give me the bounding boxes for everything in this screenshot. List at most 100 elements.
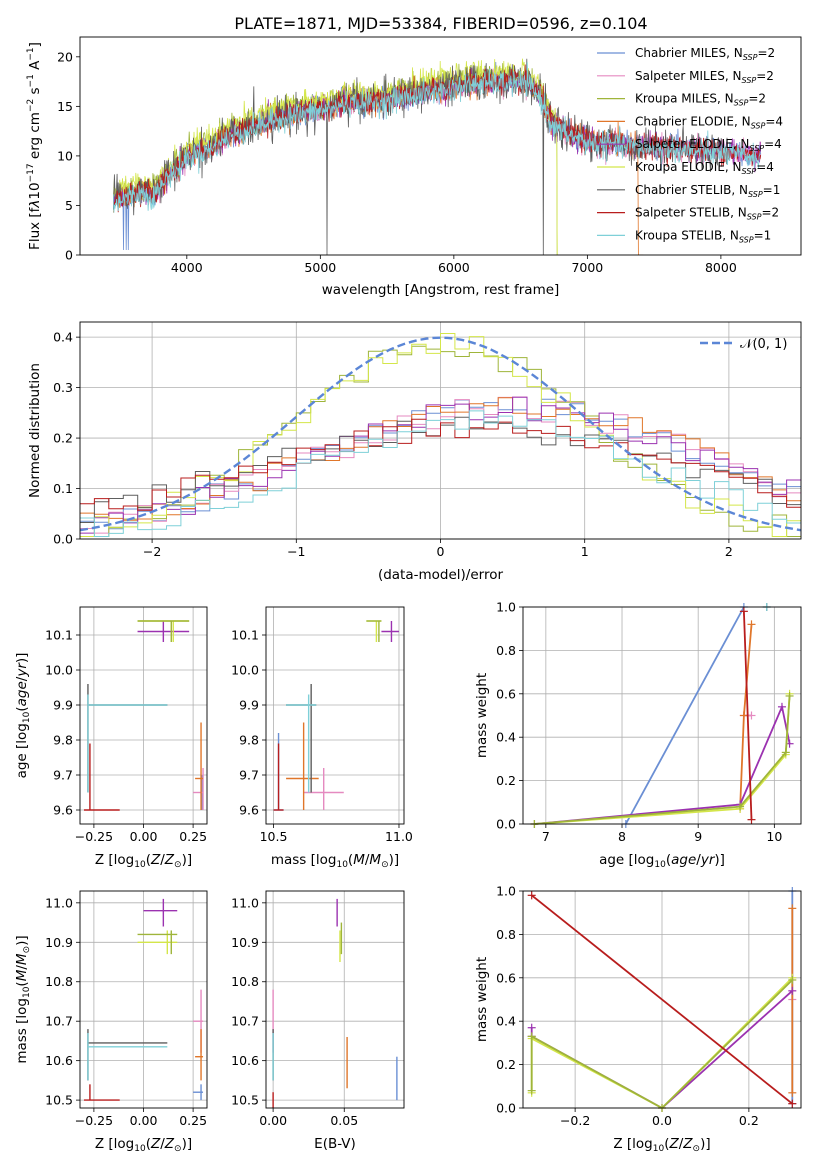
axes-frame <box>265 890 405 1109</box>
histogram-series <box>80 418 801 511</box>
legend-label: Salpeter MILES, NSSP=2 <box>635 69 774 85</box>
y-tick-label: 11.0 <box>45 895 73 910</box>
y-tick-label: 0.0 <box>496 1101 516 1116</box>
weight_vs_Z-panel: −0.2 0.0 0.2 0.0 0.2 0.4 0.6 0.8 1.0 Z [log10(Z/Z… <box>474 884 802 1154</box>
x-tick-label: 7000 <box>571 260 603 275</box>
x-axis-label: wavelength [Angstrom, rest frame] <box>322 282 560 298</box>
y-tick-label: 10.7 <box>231 1014 259 1029</box>
x-axis-label: age [log10(age/yr)] <box>599 852 725 870</box>
y-tick-label: 10.1 <box>231 628 259 643</box>
x-axis-label: E(B-V) <box>314 1136 356 1152</box>
legend-label: 𝒩(0, 1) <box>740 337 787 352</box>
y-tick-label: 9.9 <box>239 698 259 713</box>
histogram-series <box>80 396 801 534</box>
legend-label: Salpeter ELODIE, NSSP=4 <box>635 137 782 153</box>
y-tick-label: 10.5 <box>45 1093 73 1108</box>
y-tick-label: 0.2 <box>496 1057 516 1072</box>
x-axis-label: (data-model)/error <box>378 567 504 583</box>
x-tick-label: 0 <box>437 544 445 559</box>
y-axis-label: mass [log10(M/M⊙)] <box>14 935 32 1063</box>
y-tick-label: 9.7 <box>239 768 259 783</box>
x-tick-label: 0.00 <box>259 1113 287 1128</box>
y-tick-label: 0 <box>65 248 73 263</box>
y-tick-label: 10.0 <box>45 663 73 678</box>
x-tick-label: 0.05 <box>330 1113 358 1128</box>
x-tick-label: 0.00 <box>130 829 158 844</box>
x-axis-label: Z [log10(Z/Z⊙)] <box>95 1136 192 1154</box>
y-tick-label: 9.6 <box>53 803 73 818</box>
axes-frame <box>522 890 802 1109</box>
histograms <box>80 333 801 537</box>
axes-frame <box>79 321 802 540</box>
spectrum-series <box>113 62 762 213</box>
x-tick-label: 0.00 <box>130 1113 158 1128</box>
legend-label: Kroupa ELODIE, NSSP=4 <box>635 160 774 176</box>
y-tick-label: 0.4 <box>496 730 516 745</box>
x-tick-label: 0.25 <box>179 829 207 844</box>
y-tick-label: 10.9 <box>231 935 259 950</box>
histogram-series <box>80 396 801 534</box>
x-tick-label: 7 <box>542 829 550 844</box>
legend-label: Kroupa STELIB, NSSP=1 <box>635 228 771 244</box>
y-tick-label: 9.7 <box>53 768 73 783</box>
weight-series <box>534 703 791 825</box>
y-tick-label: 0.6 <box>496 686 516 701</box>
y-tick-label: 20 <box>57 49 73 64</box>
figure-title: PLATE=1871, MJD=53384, FIBERID=0596, z=0… <box>234 14 647 33</box>
x-tick-label: 10 <box>766 829 782 844</box>
x-tick-label: 9 <box>694 829 702 844</box>
x-tick-label: −1 <box>287 544 305 559</box>
y-axis-label: mass weight <box>474 957 490 1042</box>
y-tick-label: 10.6 <box>231 1053 259 1068</box>
weight-series <box>530 979 793 1110</box>
weight_vs_age-panel: 7 8 9 10 0.0 0.2 0.4 0.6 0.8 1.0 age [log10(age/yr… <box>474 600 802 870</box>
y-tick-label: 10.8 <box>231 974 259 989</box>
y-tick-label: 10.6 <box>45 1053 73 1068</box>
histogram-series <box>80 397 801 521</box>
y-tick-label: 0.4 <box>53 330 73 345</box>
x-tick-label: 10.5 <box>260 829 288 844</box>
histogram-series <box>80 333 801 537</box>
x-axis-label: mass [log10(M/M⊙)] <box>271 852 399 870</box>
y-tick-label: 10.8 <box>45 974 73 989</box>
x-tick-label: 2 <box>725 544 733 559</box>
y-tick-label: 0.0 <box>53 532 73 547</box>
age_vs_Z-panel: −0.25 0.00 0.25 9.6 9.7 9.8 9.9 10.0 10.1 Z [log1… <box>14 606 208 870</box>
y-tick-label: 10.0 <box>231 663 259 678</box>
residuals-panel: −2 −1 0 1 2 0.0 0.1 0.2 0.3 0.4 𝒩(0, 1) (data-model… <box>27 321 802 583</box>
x-tick-label: 0.25 <box>179 1113 207 1128</box>
y-tick-label: 10 <box>57 148 73 163</box>
y-axis-label: age [log10(age/yr)] <box>14 653 32 779</box>
spectrum-lines <box>113 58 762 255</box>
legend-label: Chabrier ELODIE, NSSP=4 <box>635 114 783 130</box>
y-tick-label: 0.8 <box>496 643 516 658</box>
x-tick-label: −0.2 <box>560 1113 590 1128</box>
x-tick-label: 1 <box>581 544 589 559</box>
axes-frame <box>79 606 208 825</box>
x-tick-label: −2 <box>143 544 161 559</box>
y-tick-label: 9.9 <box>53 698 73 713</box>
x-tick-label: 8 <box>618 829 626 844</box>
y-tick-label: 0.3 <box>53 380 73 395</box>
y-axis-label: Flux [fλ10−17 erg cm−2 s−1 A−1] <box>26 42 43 250</box>
y-tick-label: 11.0 <box>231 895 259 910</box>
axes-frame <box>265 606 405 825</box>
mass_vs_Z-panel: −0.25 0.00 0.25 10.5 10.6 10.7 10.8 10.9 11.0 Z [… <box>14 890 208 1154</box>
x-tick-label: 5000 <box>304 260 336 275</box>
x-tick-label: 11.0 <box>385 829 413 844</box>
axes-frame <box>522 606 802 825</box>
x-tick-label: −0.25 <box>75 829 113 844</box>
weight-series <box>743 611 753 820</box>
axes-frame <box>79 36 802 256</box>
y-tick-label: 1.0 <box>496 600 516 615</box>
spectrum-panel: 4000 5000 6000 7000 8000 0 5 10 15 20 wavelength [… <box>26 36 802 298</box>
axes-frame <box>79 890 208 1109</box>
y-tick-label: 0.2 <box>496 773 516 788</box>
weight-series <box>534 695 791 825</box>
x-tick-label: −0.25 <box>75 1113 113 1128</box>
y-tick-label: 9.8 <box>239 733 259 748</box>
y-tick-label: 5 <box>65 198 73 213</box>
y-tick-label: 0.1 <box>53 481 73 496</box>
